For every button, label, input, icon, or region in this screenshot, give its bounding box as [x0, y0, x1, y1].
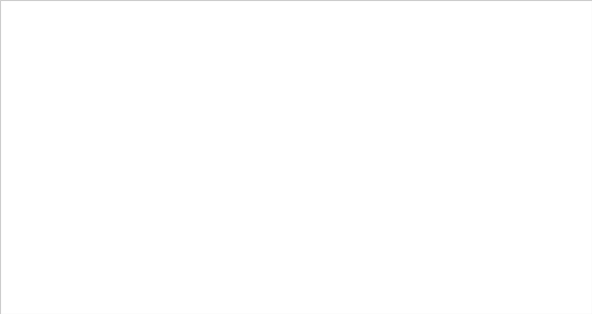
Wedge shape	[238, 38, 269, 93]
Text: $311.65K (1.21%): $311.65K (1.21%)	[53, 72, 125, 81]
Wedge shape	[239, 221, 263, 276]
Text: $368.53K (1.44%): $368.53K (1.44%)	[308, 273, 379, 282]
Text: $386.4K (1.51%): $386.4K (1.51%)	[375, 177, 441, 186]
Circle shape	[355, 245, 362, 252]
Text: $322.23K (1.26%): $322.23K (1.26%)	[27, 143, 99, 152]
Wedge shape	[287, 189, 342, 236]
Text: $308.79K (1.2%): $308.79K (1.2%)	[74, 53, 141, 62]
Text: Escondido: Escondido	[364, 107, 417, 117]
Text: Modesto: Modesto	[364, 185, 408, 195]
Wedge shape	[121, 171, 177, 203]
Text: Total Sales by Name: Total Sales by Name	[142, 8, 283, 22]
Text: Huntington Beach: Huntington Beach	[364, 224, 458, 234]
Text: $392.81K (1.53%): $392.81K (1.53%)	[372, 115, 443, 124]
Text: $378.99K (1.48%): $378.99K (1.48%)	[366, 206, 437, 215]
Wedge shape	[128, 182, 183, 223]
Text: ▼: ▼	[377, 293, 385, 303]
Circle shape	[355, 206, 362, 214]
Text: $393.63K (1.53%): $393.63K (1.53%)	[360, 86, 432, 95]
Wedge shape	[265, 210, 308, 266]
Wedge shape	[301, 161, 357, 191]
Wedge shape	[214, 222, 239, 276]
Wedge shape	[118, 158, 173, 181]
Text: Victorville: Victorville	[364, 68, 416, 78]
Text: $341.51K (1.33%): $341.51K (1.33%)	[77, 259, 149, 268]
Text: $412.45K (1.61%): $412.45K (1.61%)	[290, 24, 362, 33]
Text: $356.55K (1.39%): $356.55K (1.39%)	[153, 291, 225, 300]
Circle shape	[355, 50, 362, 58]
Wedge shape	[153, 203, 201, 256]
Text: Roseville: Roseville	[364, 49, 410, 59]
Wedge shape	[191, 218, 225, 274]
Text: ⋮: ⋮	[436, 8, 448, 21]
Wedge shape	[118, 138, 173, 160]
Circle shape	[355, 225, 362, 233]
Circle shape	[355, 187, 362, 194]
Circle shape	[355, 148, 362, 155]
Text: $361.99K (1.41%): $361.99K (1.41%)	[281, 284, 353, 293]
Wedge shape	[270, 52, 318, 108]
Wedge shape	[299, 112, 356, 147]
Text: Concord: Concord	[364, 205, 407, 215]
Circle shape	[355, 31, 362, 38]
Wedge shape	[170, 211, 213, 267]
Text: $318.5K (1.24%): $318.5K (1.24%)	[46, 94, 112, 103]
Circle shape	[355, 70, 362, 77]
Wedge shape	[292, 89, 349, 132]
Wedge shape	[198, 39, 227, 95]
Wedge shape	[120, 116, 176, 146]
Text: Name: Name	[354, 17, 388, 27]
Text: $326.47K (1.27%): $326.47K (1.27%)	[33, 194, 105, 203]
Wedge shape	[303, 138, 357, 165]
Text: $351.68K (1.37%): $351.68K (1.37%)	[126, 285, 197, 294]
Text: $357.54K (1.39%): $357.54K (1.39%)	[253, 290, 325, 300]
Text: $319.18K (1.24%): $319.18K (1.24%)	[32, 117, 104, 127]
Text: $334.03K (1.3%): $334.03K (1.3%)	[63, 240, 130, 249]
Wedge shape	[139, 193, 191, 241]
Wedge shape	[126, 97, 181, 135]
Wedge shape	[282, 68, 336, 119]
Text: Rancho Cucamonga: Rancho Cucamonga	[364, 244, 468, 254]
Text: $399.59K (1.56%): $399.59K (1.56%)	[318, 40, 391, 48]
Wedge shape	[252, 217, 287, 273]
Text: $377.7K (1.47%): $377.7K (1.47%)	[351, 233, 419, 241]
Wedge shape	[218, 38, 238, 92]
Text: $465.6K (1.81%): $465.6K (1.81%)	[256, 15, 323, 24]
Circle shape	[355, 167, 362, 175]
Text: Oakland: Oakland	[364, 166, 407, 176]
Text: $323.8K (1.26%): $323.8K (1.26%)	[33, 168, 100, 177]
Text: ▽: ▽	[425, 8, 433, 18]
Circle shape	[355, 109, 362, 116]
Circle shape	[355, 89, 362, 97]
Text: San Jose: San Jose	[364, 146, 408, 156]
Wedge shape	[277, 201, 327, 253]
Text: $297.57K (1.16%): $297.57K (1.16%)	[131, 18, 203, 27]
Wedge shape	[255, 42, 295, 99]
Text: $374.17K (1.46%): $374.17K (1.46%)	[332, 255, 403, 264]
Text: $328.01K (1.28%): $328.01K (1.28%)	[44, 218, 115, 227]
Wedge shape	[135, 79, 188, 124]
Text: $396.43K (1.54%): $396.43K (1.54%)	[342, 61, 414, 70]
Text: $388.95K (1.52%): $388.95K (1.52%)	[377, 146, 449, 155]
Text: □: □	[431, 8, 440, 18]
Text: $303K (1.18%): $303K (1.18%)	[101, 38, 160, 47]
Wedge shape	[162, 53, 205, 106]
Text: Rialto: Rialto	[364, 30, 394, 40]
Text: Fontana: Fontana	[364, 127, 406, 137]
Wedge shape	[147, 65, 196, 114]
Wedge shape	[295, 176, 352, 215]
Wedge shape	[179, 44, 216, 100]
Text: El Monte: El Monte	[364, 88, 409, 98]
Text: $302.08K (1.18%): $302.08K (1.18%)	[109, 26, 181, 35]
Text: $348.79K (1.36%): $348.79K (1.36%)	[99, 274, 172, 283]
Circle shape	[355, 128, 362, 136]
Text: $290K (1.13%): $290K (1.13%)	[167, 14, 226, 23]
